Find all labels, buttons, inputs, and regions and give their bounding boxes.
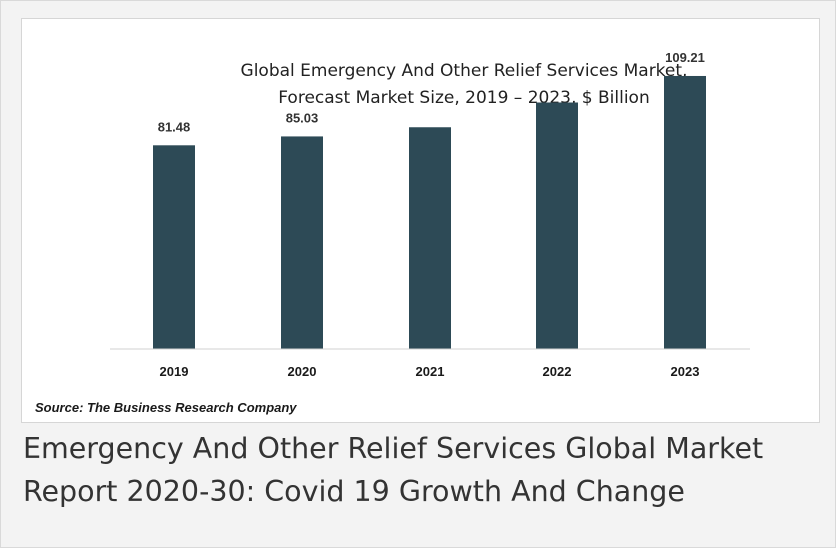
data-label-2023: 109.21	[665, 50, 705, 65]
x-axis-tick-labels: 2019 2020 2021 2022 2023	[160, 364, 700, 379]
chart-panel: Global Emergency And Other Relief Servic…	[21, 18, 820, 423]
data-label-2020: 85.03	[286, 110, 319, 125]
bar-2020	[281, 136, 323, 349]
x-tick-label-2023: 2023	[671, 364, 700, 379]
bar-2021	[409, 127, 451, 349]
bar-2022	[536, 103, 578, 350]
bar-2023	[664, 76, 706, 349]
x-tick-label-2021: 2021	[416, 364, 445, 379]
source-note: Source: The Business Research Company	[35, 400, 297, 415]
bar-chart: Global Emergency And Other Relief Servic…	[22, 19, 819, 422]
data-label-2019: 81.48	[158, 119, 191, 134]
chart-title: Global Emergency And Other Relief Servic…	[241, 61, 688, 108]
bar-series	[153, 76, 706, 349]
report-caption: Emergency And Other Relief Services Glob…	[23, 427, 813, 513]
bar-2019	[153, 145, 195, 349]
x-tick-label-2019: 2019	[160, 364, 189, 379]
x-tick-label-2020: 2020	[288, 364, 317, 379]
chart-title-line-2: Forecast Market Size, 2019 – 2023, $ Bil…	[278, 88, 649, 108]
x-tick-label-2022: 2022	[543, 364, 572, 379]
chart-title-line-1: Global Emergency And Other Relief Servic…	[241, 61, 688, 81]
